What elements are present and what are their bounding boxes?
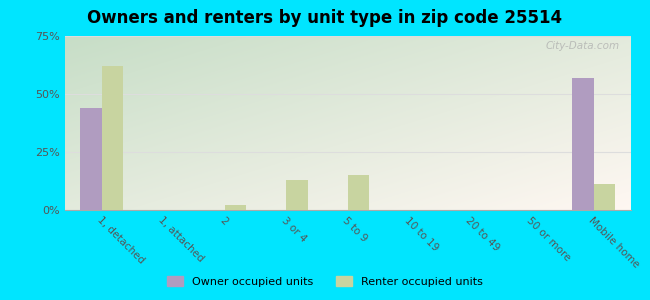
Bar (572, 78, 593, 210)
Legend: Owner occupied units, Renter occupied units: Owner occupied units, Renter occupied un… (162, 272, 488, 291)
Bar (225, 206, 246, 210)
Bar (102, 66, 124, 210)
Bar (81, 108, 102, 210)
Bar (348, 175, 369, 210)
Text: Owners and renters by unit type in zip code 25514: Owners and renters by unit type in zip c… (88, 9, 562, 27)
Bar (286, 180, 308, 210)
Bar (593, 184, 615, 210)
Text: City-Data.com: City-Data.com (545, 41, 619, 51)
